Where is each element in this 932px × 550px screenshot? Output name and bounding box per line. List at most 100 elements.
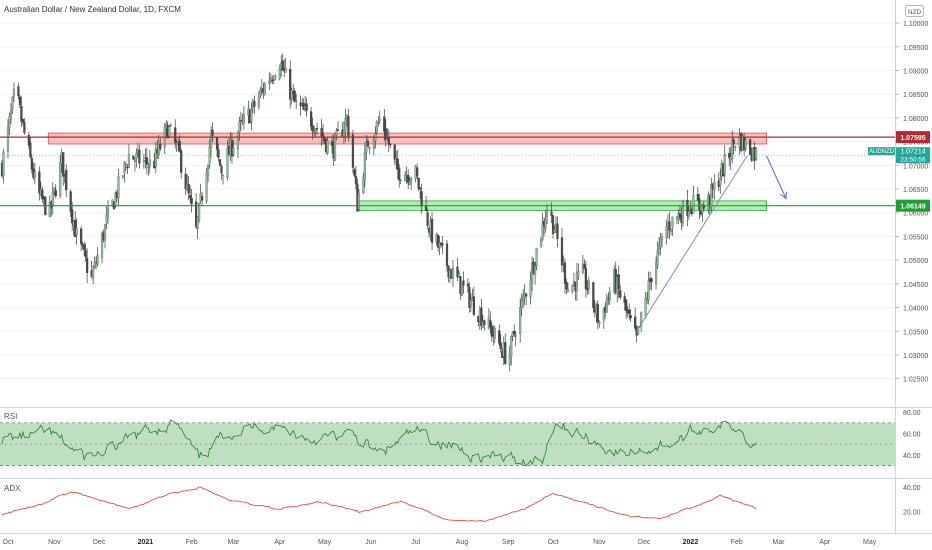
time-tick-label: Sep bbox=[502, 539, 515, 546]
time-tick-label: Feb bbox=[186, 539, 198, 546]
price-tick-label: 1.07500 bbox=[903, 140, 928, 147]
candle-body bbox=[274, 76, 277, 78]
candle-body bbox=[623, 296, 626, 303]
candle-body bbox=[154, 148, 157, 167]
candle-body bbox=[344, 118, 347, 132]
candle-body bbox=[445, 243, 449, 267]
candle-body bbox=[86, 257, 89, 273]
candle-body bbox=[498, 330, 501, 344]
candle-body bbox=[493, 328, 496, 339]
adx-pane[interactable]: ADX bbox=[1, 484, 757, 523]
candle-body bbox=[75, 228, 78, 235]
candle-body bbox=[196, 217, 199, 230]
time-tick-label: Nov bbox=[593, 539, 606, 546]
candle-body bbox=[637, 326, 640, 335]
price-tick-label: 1.07000 bbox=[903, 163, 928, 170]
rsi-pane-label: RSI bbox=[4, 412, 17, 421]
currency-label: NZD bbox=[908, 9, 922, 16]
adx-tick-label: 40.00 bbox=[903, 485, 921, 492]
time-tick-label: 2022 bbox=[683, 539, 699, 546]
candle-body bbox=[221, 174, 225, 176]
candle-body bbox=[577, 270, 580, 275]
candle-body bbox=[232, 147, 235, 155]
price-tick-label: 1.06000 bbox=[903, 211, 928, 218]
candle-body bbox=[105, 215, 108, 223]
candle-body bbox=[508, 353, 511, 365]
candle-body bbox=[281, 60, 284, 70]
adx-layer bbox=[1, 486, 757, 523]
time-tick-label: Jul bbox=[411, 539, 420, 546]
candle-body bbox=[293, 90, 296, 103]
candle-body bbox=[347, 116, 350, 138]
currency-badge[interactable]: NZD bbox=[905, 5, 924, 17]
candle-body bbox=[17, 86, 20, 97]
candle-body bbox=[198, 202, 201, 221]
time-tick-label: May bbox=[318, 539, 332, 546]
candle-body bbox=[563, 262, 567, 284]
price-tick-label: 1.10000 bbox=[903, 21, 928, 28]
candle-body bbox=[571, 285, 574, 292]
price-axis[interactable]: 1.10000 1.09500 1.09000 1.08500 1.08000 1.075… bbox=[895, 21, 928, 384]
candle-body bbox=[625, 299, 628, 311]
time-tick-label: May bbox=[863, 539, 877, 546]
candle-body bbox=[103, 224, 107, 241]
price-tick-label: 1.04500 bbox=[903, 282, 928, 289]
candle-body bbox=[744, 140, 747, 149]
candle-body bbox=[83, 244, 86, 250]
price-tick-label: 1.05000 bbox=[903, 258, 928, 265]
candle-body bbox=[195, 201, 198, 228]
candle-body bbox=[510, 336, 513, 357]
candle-body bbox=[263, 83, 266, 95]
candle-body bbox=[387, 137, 390, 145]
candle-body bbox=[211, 129, 214, 137]
time-tick-label: Dec bbox=[93, 539, 106, 546]
candle-body bbox=[713, 182, 716, 191]
candle-body bbox=[634, 316, 637, 329]
price-tick-label: 1.09500 bbox=[903, 45, 928, 52]
main-pane[interactable] bbox=[0, 0, 895, 407]
candle-body bbox=[100, 233, 104, 258]
candle-body bbox=[556, 223, 559, 239]
time-axis[interactable]: Oct Nov Dec 2021 Feb Mar Apr May Jun Jul Aug Sep Oct… bbox=[3, 407, 877, 546]
rsi-pane[interactable]: RSI bbox=[0, 412, 895, 467]
candle-body bbox=[250, 108, 253, 122]
candle-body bbox=[723, 154, 726, 175]
candle-body bbox=[608, 291, 611, 301]
time-tick-label: 2021 bbox=[138, 539, 154, 546]
candle-body bbox=[353, 169, 356, 176]
candle-body bbox=[189, 195, 192, 198]
trendline bbox=[637, 155, 748, 330]
candle-body bbox=[368, 146, 371, 149]
candle-body bbox=[410, 178, 413, 181]
candle-body bbox=[310, 111, 313, 127]
candle-body bbox=[80, 228, 83, 244]
candle-body bbox=[420, 191, 423, 207]
last-price-label: 1.07214 bbox=[900, 149, 925, 156]
time-tick-label: Nov bbox=[48, 539, 61, 546]
candle-body bbox=[393, 144, 396, 160]
symbol-label: AUDNZD bbox=[869, 149, 895, 155]
price-tick-label: 1.06500 bbox=[903, 187, 928, 194]
candle-body bbox=[650, 278, 653, 283]
candle-body bbox=[404, 174, 407, 182]
candle-body bbox=[551, 215, 555, 235]
candle-body bbox=[462, 280, 465, 286]
price-tick-label: 1.02500 bbox=[903, 377, 928, 384]
candle-body bbox=[159, 143, 162, 149]
candle-body bbox=[480, 307, 483, 326]
candle-body bbox=[734, 146, 737, 148]
candle-body bbox=[142, 160, 145, 163]
time-tick-label: Mar bbox=[227, 539, 240, 546]
candle-body bbox=[539, 238, 543, 246]
candle-body bbox=[84, 250, 87, 258]
candle-body bbox=[236, 132, 240, 150]
candle-body bbox=[692, 194, 695, 214]
candle-body bbox=[522, 295, 525, 301]
candle-body bbox=[460, 283, 464, 296]
time-tick-label: Oct bbox=[3, 539, 14, 546]
candle-body bbox=[451, 268, 455, 279]
candle-body bbox=[121, 175, 125, 177]
candle-body bbox=[378, 119, 381, 121]
